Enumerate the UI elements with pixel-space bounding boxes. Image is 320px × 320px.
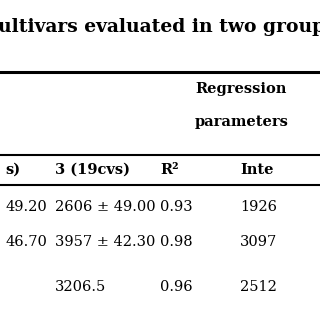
- Text: ultivars evaluated in two groups o: ultivars evaluated in two groups o: [0, 18, 320, 36]
- Text: 49.20: 49.20: [5, 200, 47, 214]
- Text: 2512: 2512: [240, 280, 277, 294]
- Text: 3 (19cvs): 3 (19cvs): [55, 163, 130, 177]
- Text: s): s): [5, 163, 20, 177]
- Text: 1926: 1926: [240, 200, 277, 214]
- Text: R²: R²: [160, 163, 179, 177]
- Text: Inte: Inte: [240, 163, 274, 177]
- Text: 3206.5: 3206.5: [55, 280, 106, 294]
- Text: 2606 ± 49.00: 2606 ± 49.00: [55, 200, 156, 214]
- Text: Regression: Regression: [195, 82, 286, 96]
- Text: 0.96: 0.96: [160, 280, 193, 294]
- Text: parameters: parameters: [195, 115, 289, 129]
- Text: 0.98: 0.98: [160, 235, 193, 249]
- Text: 3097: 3097: [240, 235, 277, 249]
- Text: 0.93: 0.93: [160, 200, 193, 214]
- Text: 3957 ± 42.30: 3957 ± 42.30: [55, 235, 156, 249]
- Text: 46.70: 46.70: [5, 235, 47, 249]
